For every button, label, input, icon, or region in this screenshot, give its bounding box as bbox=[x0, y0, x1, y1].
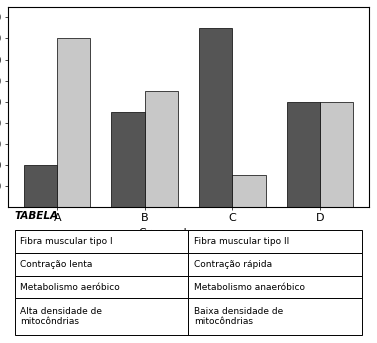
Text: Fibra muscular tipo II: Fibra muscular tipo II bbox=[194, 237, 289, 246]
Bar bbox=[188, 276, 362, 298]
Bar bbox=[15, 298, 188, 335]
Text: Contração rápida: Contração rápida bbox=[194, 260, 272, 269]
Bar bbox=[188, 230, 362, 253]
Bar bbox=[15, 253, 188, 276]
Text: Metabolismo anaeróbico: Metabolismo anaeróbico bbox=[194, 283, 305, 292]
Bar bbox=[57, 38, 90, 207]
Text: Alta densidade de
mitocôndrias: Alta densidade de mitocôndrias bbox=[20, 307, 102, 326]
Text: Baixa densidade de
mitocôndrias: Baixa densidade de mitocôndrias bbox=[194, 307, 283, 326]
Text: Contração lenta: Contração lenta bbox=[20, 260, 93, 269]
Legend: Fibra Tipo I, Fibra Tipo II: Fibra Tipo I, Fibra Tipo II bbox=[111, 307, 266, 326]
Bar bbox=[188, 253, 362, 276]
Bar bbox=[15, 276, 188, 298]
Bar bbox=[287, 102, 320, 207]
Bar bbox=[199, 28, 232, 207]
Bar bbox=[24, 165, 57, 207]
Text: Fibra muscular tipo I: Fibra muscular tipo I bbox=[20, 237, 113, 246]
Text: TABELA: TABELA bbox=[15, 211, 59, 221]
Bar bbox=[112, 112, 145, 207]
Bar bbox=[320, 102, 353, 207]
X-axis label: Grupos de pessoas: Grupos de pessoas bbox=[139, 228, 238, 238]
Bar bbox=[15, 230, 188, 253]
Bar bbox=[188, 298, 362, 335]
Bar bbox=[232, 175, 265, 207]
Text: Metabolismo aeróbico: Metabolismo aeróbico bbox=[20, 283, 120, 292]
Bar bbox=[145, 91, 178, 207]
